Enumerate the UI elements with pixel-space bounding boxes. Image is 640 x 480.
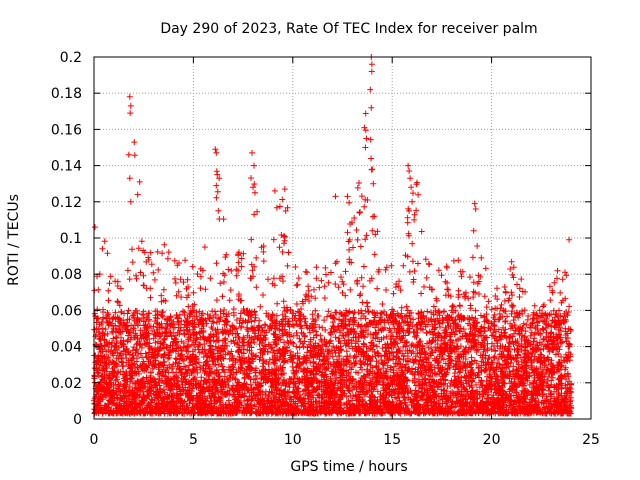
y-tick-label: 0.12 — [51, 195, 82, 211]
axis-ticks: 0 5 10 15 20 25 0 0.02 0.04 0.06 0.08 0.1 0.12 0.14 0.… — [51, 50, 600, 448]
x-axis-label: GPS time / hours — [290, 459, 407, 475]
y-tick-label: 0 — [73, 412, 82, 428]
data-points — [91, 54, 575, 417]
chart-title: Day 290 of 2023, Rate Of TEC Index for r… — [160, 21, 537, 37]
y-tick-label: 0.02 — [51, 376, 82, 392]
roti-points — [91, 54, 575, 417]
x-tick-label: 25 — [582, 432, 600, 448]
y-axis-label: ROTI / TECUs — [6, 194, 22, 286]
y-tick-label: 0.06 — [51, 303, 82, 319]
x-tick-label: 15 — [383, 432, 401, 448]
y-tick-label: 0.16 — [51, 122, 82, 138]
x-tick-label: 10 — [284, 432, 302, 448]
y-tick-label: 0.1 — [60, 231, 82, 247]
x-tick-label: 0 — [90, 432, 99, 448]
y-tick-label: 0.08 — [51, 267, 82, 283]
y-tick-label: 0.2 — [60, 50, 82, 66]
x-tick-label: 20 — [483, 432, 501, 448]
x-tick-label: 5 — [189, 432, 198, 448]
y-tick-label: 0.18 — [51, 86, 82, 102]
y-tick-label: 0.14 — [51, 159, 82, 175]
y-tick-label: 0.04 — [51, 340, 82, 356]
